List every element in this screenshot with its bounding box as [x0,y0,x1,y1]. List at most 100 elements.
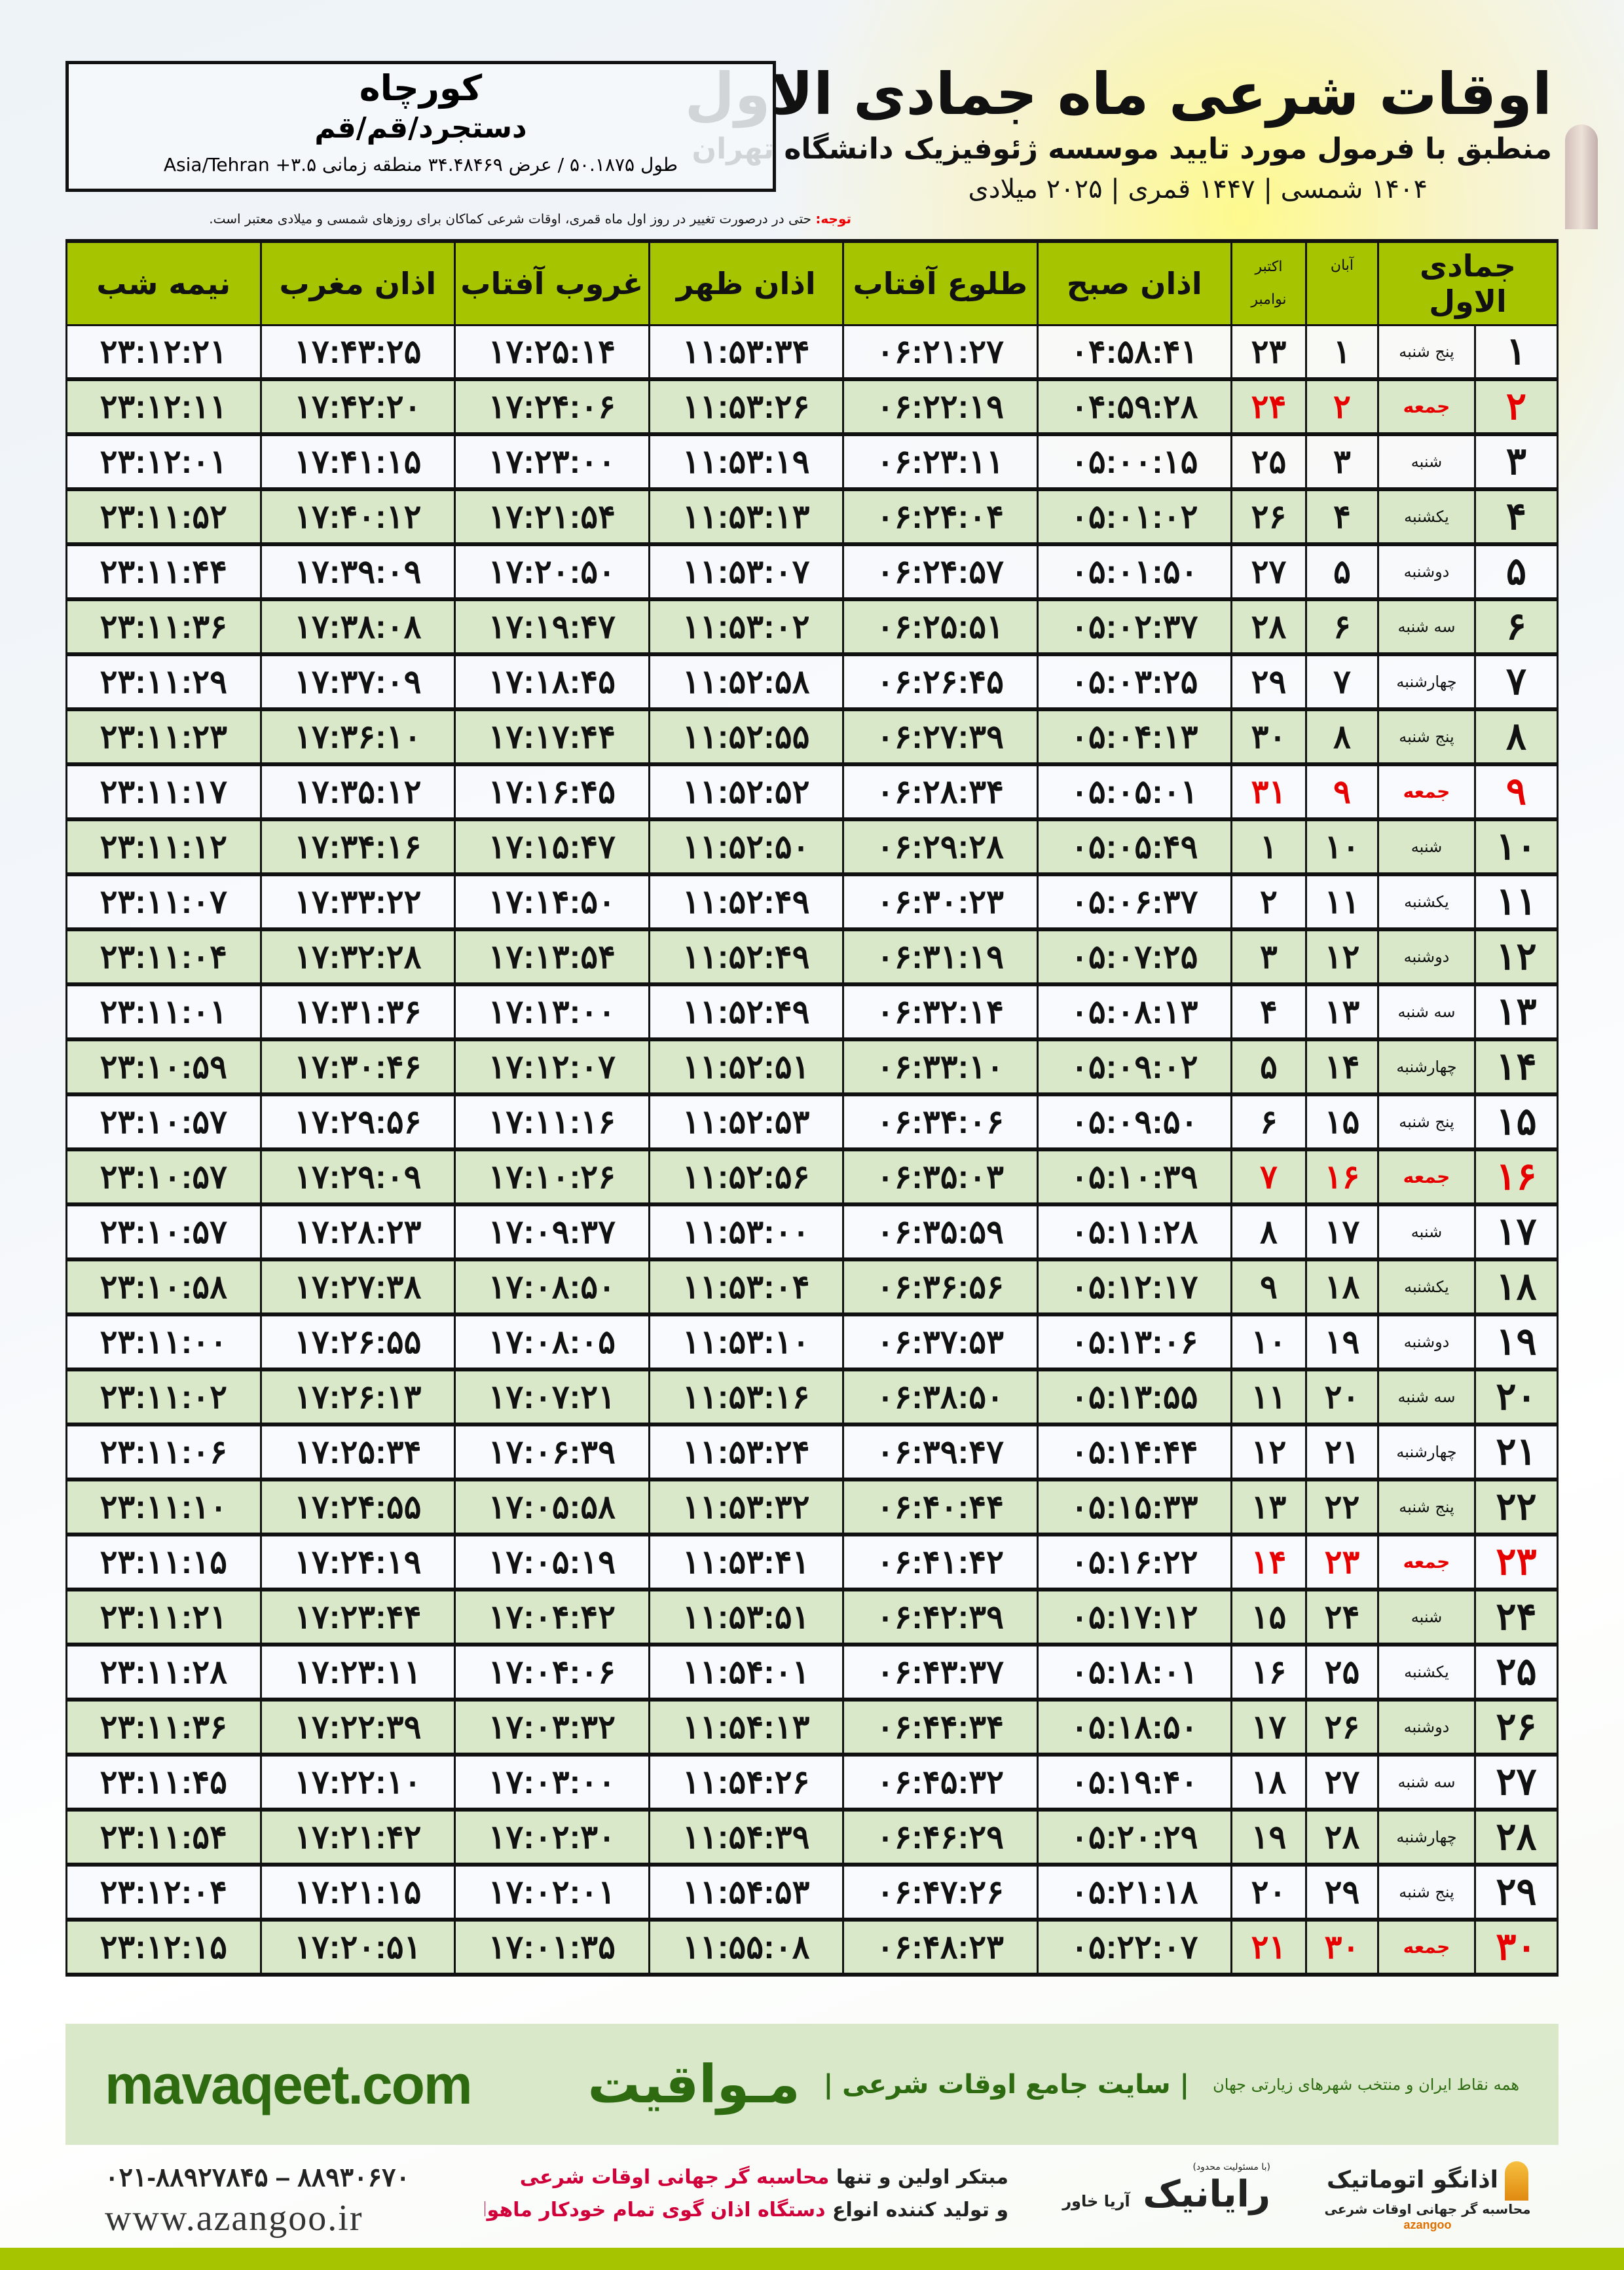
sunrise-time: ۰۶:۳۶:۵۶ [842,1259,1039,1316]
midnight-time: ۲۳:۱۲:۰۴ [65,1865,262,1922]
gregorian-day: ۲۷ [1230,544,1307,601]
dhuhr-time: ۱۱:۵۳:۰۰ [648,1204,845,1261]
aban-day: ۲۲ [1304,1479,1379,1536]
azangoo-website[interactable]: www.azangoo.ir [105,2198,363,2239]
sunrise-time: ۰۶:۳۱:۱۹ [842,929,1039,986]
weekday: دوشنبه [1376,1314,1477,1371]
dhuhr-time: ۱۱:۵۳:۰۲ [648,599,845,656]
gregorian-day: ۱۸ [1230,1755,1307,1812]
table-row: ۲۹ پنج شنبه ۲۹ ۲۰ ۰۵:۲۱:۱۸ ۰۶:۴۷:۲۶ ۱۱:۵۴:۵۳ ۱۷… [65,1865,1559,1922]
weekday: سه شنبه [1376,1755,1477,1812]
hijri-day: ۱۸ [1474,1259,1559,1316]
hijri-day: ۱۰ [1474,819,1559,876]
header-gregorian: اکتبر نوامبر [1230,239,1307,326]
rayanik-sub: آریا خاور [1062,2192,1130,2210]
hijri-day: ۱۶ [1474,1149,1559,1206]
maghrib-time: ۱۷:۲۵:۳۴ [259,1424,456,1481]
midnight-time: ۲۳:۱۱:۲۳ [65,709,262,766]
aban-day: ۲۷ [1304,1755,1379,1812]
weekday: جمعه [1376,764,1477,821]
sunrise-time: ۰۶:۳۹:۴۷ [842,1424,1039,1481]
sunrise-time: ۰۶:۴۴:۳۴ [842,1700,1039,1757]
sunset-time: ۱۷:۰۸:۰۵ [454,1314,650,1371]
gregorian-day: ۱۶ [1230,1645,1307,1702]
table-row: ۲۲ پنج شنبه ۲۲ ۱۳ ۰۵:۱۵:۳۳ ۰۶:۴۰:۴۴ ۱۱:۵۳:۳۲ ۱۷… [65,1479,1559,1536]
notice-label: توجه: [815,211,851,227]
weekday: پنج شنبه [1376,1865,1477,1922]
maghrib-time: ۱۷:۳۷:۰۹ [259,654,456,711]
dhuhr-time: ۱۱:۵۳:۵۱ [648,1590,845,1647]
bottom-stripe [0,2248,1624,2270]
table-row: ۳۰ جمعه ۳۰ ۲۱ ۰۵:۲۲:۰۷ ۰۶:۴۸:۲۳ ۱۱:۵۵:۰۸ ۱۷:۰۱:… [65,1920,1559,1977]
sunset-time: ۱۷:۰۹:۳۷ [454,1204,650,1261]
maghrib-time: ۱۷:۲۶:۵۵ [259,1314,456,1371]
sunset-time: ۱۷:۱۴:۵۰ [454,874,650,931]
city-name: کورچاه [359,67,483,109]
header-aban: آبان [1304,239,1379,326]
maghrib-time: ۱۷:۲۳:۱۱ [259,1645,456,1702]
weekday: جمعه [1376,1920,1477,1977]
sunset-time: ۱۷:۲۱:۵۴ [454,489,650,546]
site-link[interactable]: mavaqeet.com [105,2053,473,2115]
sunset-time: ۱۷:۲۰:۵۰ [454,544,650,601]
dhuhr-time: ۱۱:۵۵:۰۸ [648,1920,845,1977]
aban-day: ۱۱ [1304,874,1379,931]
hijri-day: ۱ [1474,325,1559,381]
midnight-time: ۲۳:۱۰:۵۷ [65,1204,262,1261]
header-november: نوامبر [1251,291,1287,308]
maghrib-time: ۱۷:۲۳:۴۴ [259,1590,456,1647]
aban-day: ۲۳ [1304,1535,1379,1591]
sunrise-time: ۰۶:۴۵:۳۲ [842,1755,1039,1812]
hijri-day: ۱۳ [1474,984,1559,1041]
table-row: ۱۲ دوشنبه ۱۲ ۳ ۰۵:۰۷:۲۵ ۰۶:۳۱:۱۹ ۱۱:۵۲:۴۹ ۱۷:۱۳… [65,929,1559,986]
table-row: ۲۴ شنبه ۲۴ ۱۵ ۰۵:۱۷:۱۲ ۰۶:۴۲:۳۹ ۱۱:۵۳:۵۱ ۱۷:۰۴:… [65,1590,1559,1647]
sunrise-time: ۰۶:۳۰:۲۳ [842,874,1039,931]
aban-day: ۲۵ [1304,1645,1379,1702]
table-row: ۲۸ چهارشنبه ۲۸ ۱۹ ۰۵:۲۰:۲۹ ۰۶:۴۶:۲۹ ۱۱:۵۴:۳۹ ۱۷… [65,1810,1559,1867]
gregorian-day: ۸ [1230,1204,1307,1261]
fajr-time: ۰۵:۱۷:۱۲ [1036,1590,1232,1647]
hijri-day: ۲۹ [1474,1865,1559,1922]
sunrise-time: ۰۶:۲۸:۳۴ [842,764,1039,821]
weekday: پنج شنبه [1376,325,1477,381]
maghrib-time: ۱۷:۲۱:۱۵ [259,1865,456,1922]
azangoo-sub: محاسبه گر جهانی اوقات شرعی [1324,2201,1531,2217]
gregorian-day: ۹ [1230,1259,1307,1316]
table-row: ۷ چهارشنبه ۷ ۲۹ ۰۵:۰۳:۲۵ ۰۶:۲۶:۴۵ ۱۱:۵۲:۵۸ ۱۷:۱… [65,654,1559,711]
year-line: ۱۴۰۴ شمسی | ۱۴۴۷ قمری | ۲۰۲۵ میلادی [968,174,1428,204]
maghrib-time: ۱۷:۳۲:۲۸ [259,929,456,986]
midnight-time: ۲۳:۱۱:۲۱ [65,1590,262,1647]
midnight-time: ۲۳:۱۱:۲۹ [65,654,262,711]
sunrise-time: ۰۶:۲۱:۲۷ [842,325,1039,381]
sunset-time: ۱۷:۱۹:۴۷ [454,599,650,656]
fajr-time: ۰۵:۱۶:۲۲ [1036,1535,1232,1591]
midnight-time: ۲۳:۱۲:۰۱ [65,434,262,491]
dhuhr-time: ۱۱:۵۳:۱۳ [648,489,845,546]
maghrib-time: ۱۷:۴۲:۲۰ [259,379,456,436]
dhuhr-time: ۱۱:۵۳:۰۴ [648,1259,845,1316]
sunrise-time: ۰۶:۴۳:۳۷ [842,1645,1039,1702]
midnight-time: ۲۳:۱۲:۱۵ [65,1920,262,1977]
fajr-time: ۰۵:۱۸:۵۰ [1036,1700,1232,1757]
dhuhr-time: ۱۱:۵۳:۲۶ [648,379,845,436]
table-row: ۹ جمعه ۹ ۳۱ ۰۵:۰۵:۰۱ ۰۶:۲۸:۳۴ ۱۱:۵۲:۵۲ ۱۷:۱۶:۴۵… [65,764,1559,821]
midnight-time: ۲۳:۱۱:۱۵ [65,1535,262,1591]
dhuhr-time: ۱۱:۵۴:۰۱ [648,1645,845,1702]
sunrise-time: ۰۶:۲۳:۱۱ [842,434,1039,491]
table-row: ۲۵ یکشنبه ۲۵ ۱۶ ۰۵:۱۸:۰۱ ۰۶:۴۳:۳۷ ۱۱:۵۴:۰۱ ۱۷:۰… [65,1645,1559,1702]
azangoo-name: اذانگو اتوماتیک [1326,2167,1499,2193]
fajr-time: ۰۵:۱۹:۴۰ [1036,1755,1232,1812]
hijri-day: ۲۱ [1474,1424,1559,1481]
fajr-time: ۰۵:۱۲:۱۷ [1036,1259,1232,1316]
sunrise-time: ۰۶:۳۳:۱۰ [842,1039,1039,1096]
dhuhr-time: ۱۱:۵۳:۳۴ [648,325,845,381]
maghrib-time: ۱۷:۲۴:۱۹ [259,1535,456,1591]
fajr-time: ۰۵:۰۷:۲۵ [1036,929,1232,986]
weekday: دوشنبه [1376,1700,1477,1757]
maghrib-time: ۱۷:۳۰:۴۶ [259,1039,456,1096]
hijri-day: ۸ [1474,709,1559,766]
header-sunrise: طلوع آفتاب [842,239,1039,326]
gregorian-day: ۲۹ [1230,654,1307,711]
weekday: جمعه [1376,1535,1477,1591]
midnight-time: ۲۳:۱۱:۵۲ [65,489,262,546]
